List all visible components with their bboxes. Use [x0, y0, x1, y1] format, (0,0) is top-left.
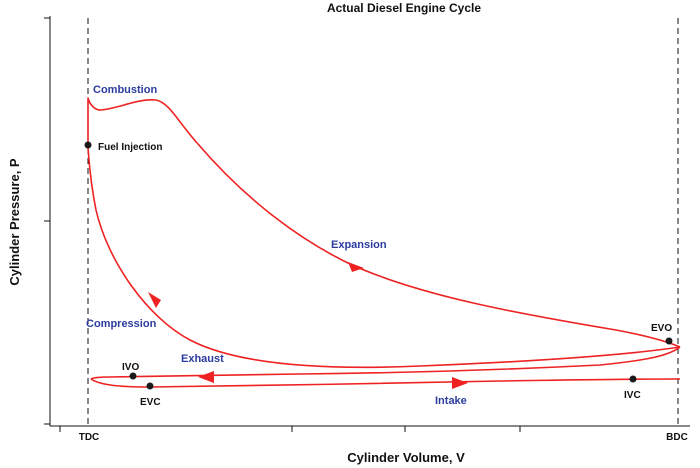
- compression-label: Compression: [86, 318, 157, 330]
- bdc-label: BDC: [666, 432, 688, 443]
- diagram-title: Actual Diesel Engine Cycle: [327, 1, 481, 15]
- ivo-label: IVO: [122, 362, 139, 373]
- evc-point: [146, 382, 154, 390]
- axes: [44, 16, 690, 432]
- evo-point: [665, 337, 673, 345]
- evc-label: EVC: [140, 397, 161, 408]
- exhaust-curve: [90, 346, 681, 380]
- expansion-label: Expansion: [331, 239, 387, 251]
- exhaust-arrow: [198, 371, 214, 383]
- y-axis-label: Cylinder Pressure, P: [7, 158, 22, 285]
- ivo-point: [129, 372, 137, 380]
- direction-arrows: [148, 262, 468, 389]
- tdc-label: TDC: [79, 432, 100, 443]
- evo-label: EVO: [651, 323, 672, 334]
- combustion-label: Combustion: [93, 84, 157, 96]
- cycle-curves: [87, 97, 681, 388]
- intake-curve: [90, 378, 681, 388]
- ivc-point: [629, 375, 637, 383]
- compression-curve: [87, 147, 681, 369]
- fuel-injection-point: [84, 141, 92, 149]
- x-axis-label: Cylinder Volume, V: [347, 450, 465, 465]
- expansion-arrow: [348, 262, 364, 272]
- exhaust-label: Exhaust: [181, 353, 224, 365]
- compression-arrow: [148, 292, 161, 308]
- fuel-injection-label: Fuel Injection: [98, 142, 162, 153]
- intake-arrow: [452, 377, 468, 389]
- combustion-expansion-curve: [87, 97, 681, 348]
- intake-label: Intake: [435, 395, 467, 407]
- ivc-label: IVC: [624, 390, 641, 401]
